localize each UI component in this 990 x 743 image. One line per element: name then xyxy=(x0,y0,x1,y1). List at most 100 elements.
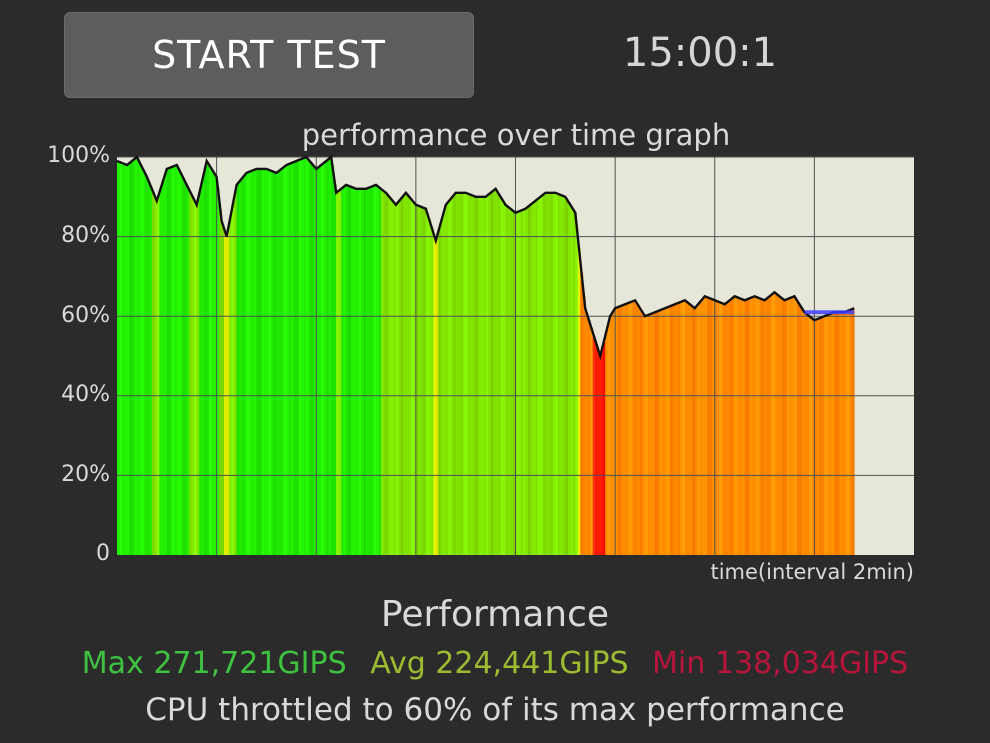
fill-stripe xyxy=(348,186,352,556)
fill-stripe xyxy=(368,187,372,555)
fill-stripe xyxy=(844,311,848,555)
fill-stripe xyxy=(249,171,252,556)
fill-stripe xyxy=(627,302,631,555)
fill-stripe xyxy=(376,185,379,556)
fill-stripe xyxy=(757,297,760,555)
performance-heading: Performance xyxy=(380,594,610,635)
fill-stripe xyxy=(156,196,160,556)
fill-stripe xyxy=(804,313,808,555)
fill-stripe xyxy=(682,300,686,555)
fill-stripe xyxy=(508,207,511,555)
fill-stripe xyxy=(622,304,626,555)
fill-stripe xyxy=(191,197,195,556)
fill-stripe xyxy=(806,315,810,555)
fill-stripe xyxy=(338,189,342,555)
fill-stripe xyxy=(632,300,636,555)
fill-stripe xyxy=(129,161,133,555)
fill-stripe xyxy=(759,298,763,555)
fill-stripe xyxy=(630,301,633,555)
fill-stripe xyxy=(216,187,220,555)
fill-stripe xyxy=(672,304,676,555)
fill-stripe xyxy=(799,306,803,555)
fill-stripe xyxy=(189,192,193,555)
fill-stripe xyxy=(498,194,501,555)
performance-line xyxy=(116,154,855,361)
fill-stripe xyxy=(582,296,586,555)
max-performance: Max 271,721GIPS xyxy=(81,646,347,681)
fill-stripe xyxy=(555,193,559,555)
fill-stripe xyxy=(418,206,422,555)
fill-stripe xyxy=(747,298,751,555)
fill-stripe xyxy=(602,341,606,555)
start-test-button[interactable]: START TEST xyxy=(64,12,474,98)
fill-stripe xyxy=(712,299,716,555)
fill-stripe xyxy=(301,158,305,555)
fill-stripe xyxy=(328,157,332,555)
fill-stripe xyxy=(201,177,205,555)
y-tick-100: 100% xyxy=(47,143,110,168)
fill-stripe xyxy=(652,312,656,555)
fill-stripe xyxy=(744,299,748,555)
fill-stripe xyxy=(400,197,404,556)
fill-stripe xyxy=(667,306,671,555)
fill-stripe xyxy=(326,159,330,556)
fill-stripe xyxy=(657,310,661,555)
fill-stripe xyxy=(199,188,203,555)
fill-stripe xyxy=(253,169,257,555)
fill-stripe xyxy=(727,301,731,555)
fill-stripe xyxy=(640,310,643,555)
fill-stripe xyxy=(236,183,240,555)
fill-stripe xyxy=(209,166,213,555)
fill-stripe xyxy=(415,205,419,555)
test-timer: 15:00:1 xyxy=(622,30,778,76)
fill-stripe xyxy=(505,205,509,555)
fill-stripe xyxy=(490,191,494,555)
fill-stripe xyxy=(679,301,683,555)
fill-stripe xyxy=(572,210,576,556)
fill-stripe xyxy=(455,192,459,555)
fill-stripe xyxy=(361,188,364,555)
fill-stripe xyxy=(154,197,158,556)
fill-stripe xyxy=(398,200,402,555)
fill-stripe xyxy=(809,317,813,555)
fill-stripe xyxy=(121,163,125,555)
fill-stripe xyxy=(732,297,736,555)
fill-stripe xyxy=(565,198,569,556)
fill-stripe xyxy=(186,187,190,555)
fill-stripe xyxy=(283,165,287,555)
fill-stripe xyxy=(513,211,516,555)
fill-stripe xyxy=(383,191,387,555)
fill-stripe xyxy=(448,200,452,555)
fill-stripe xyxy=(774,293,778,555)
fill-stripe xyxy=(488,193,491,555)
fill-stripe xyxy=(485,195,489,555)
fill-stripe xyxy=(438,227,442,555)
fill-stripe xyxy=(298,159,302,556)
fill-stripe xyxy=(510,209,514,556)
fill-stripe xyxy=(353,188,357,555)
fill-stripe xyxy=(714,300,718,555)
fill-stripe xyxy=(271,171,275,556)
fill-stripe xyxy=(777,295,780,555)
fill-stripe xyxy=(194,202,198,555)
fill-stripe xyxy=(687,303,691,555)
fill-stripe xyxy=(393,203,397,555)
fill-stripe xyxy=(256,168,260,555)
fill-stripe xyxy=(316,167,320,555)
fill-stripe xyxy=(612,310,616,555)
fill-stripe xyxy=(796,302,800,555)
fill-stripe xyxy=(473,196,477,556)
fill-stripe xyxy=(819,317,823,555)
fill-stripe xyxy=(610,314,614,555)
fill-stripe xyxy=(752,296,755,555)
y-tick-80: 80% xyxy=(61,223,110,248)
fill-stripe xyxy=(784,299,788,555)
fill-stripe xyxy=(597,352,601,555)
y-tick-60: 60% xyxy=(61,303,110,328)
fill-stripe xyxy=(709,298,713,555)
y-tick-40: 40% xyxy=(61,382,110,407)
fill-stripe xyxy=(311,164,315,555)
fill-stripe xyxy=(826,314,830,555)
fill-stripe xyxy=(587,320,591,555)
fill-stripe xyxy=(779,297,783,555)
